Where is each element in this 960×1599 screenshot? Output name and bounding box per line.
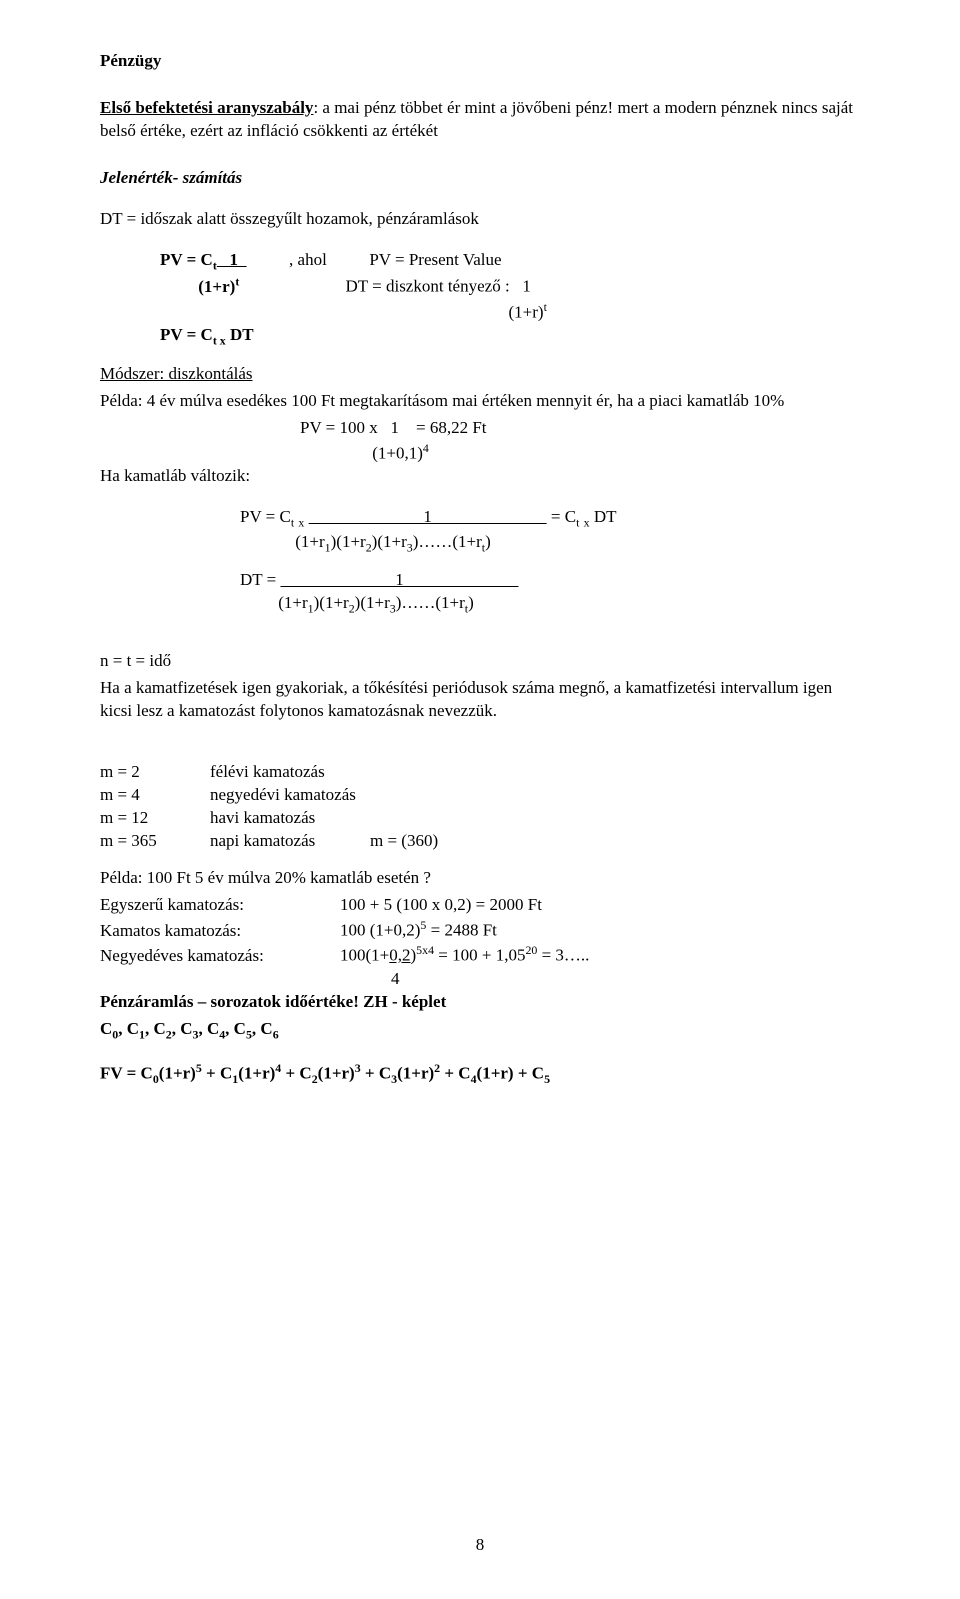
m-row-365: m = 365napi kamatozásm = (360) [100,830,860,853]
ha-kamatfiz-paragraph: Ha a kamatfizetések igen gyakoriak, a tő… [100,677,860,723]
fv-equation: FV = C0(1+r)5 + C1(1+r)4 + C2(1+r)3 + C3… [100,1060,860,1087]
m-row-4: m = 4negyedévi kamatozás [100,784,860,807]
egyszeru-row: Egyszerű kamatozás:100 + 5 (100 x 0,2) =… [100,894,860,917]
pvct-line1: PV = Ct x 1 = Ct x DT [240,506,860,530]
c-series: C0, C1, C2, C3, C4, C5, C6 [100,1018,860,1042]
pv-formula-line3: (1+r)t [160,299,860,325]
jelen-title: Jelenérték- számítás [100,167,860,190]
pv-formula-line2: (1+r)t DT = diszkont tényező : 1 [160,273,860,299]
page-number: 8 [0,1534,960,1557]
pvct-line2: (1+r1)(1+r2)(1+r3)……(1+rt) [240,531,860,555]
dt-fraction-block: DT = 1 (1+r1)(1+r2)(1+r3)……(1+rt) [240,569,860,616]
m-row-12: m = 12havi kamatozás [100,807,860,830]
pv100-line1: PV = 100 x 1 = 68,22 Ft [300,417,860,440]
rule-paragraph: Első befektetési aranyszabály: a mai pén… [100,97,860,143]
pv-ctdt: PV = Ct x DT [160,324,860,348]
pvct-fraction-block: PV = Ct x 1 = Ct x DT (1+r1)(1+r2)(1+r3)… [240,506,860,555]
pv100-block: PV = 100 x 1 = 68,22 Ft (1+0,1)4 [300,417,860,466]
document-page: Pénzügy Első befektetési aranyszabály: a… [0,0,960,1599]
pv100-line2: (1+0,1)4 [300,440,860,466]
ha-kamatlab: Ha kamatláb változik: [100,465,860,488]
dt-definition: DT = időszak alatt összegyűlt hozamok, p… [100,208,860,231]
pv-formula-line1: PV = Ct 1 , ahol PV = Present Value [160,249,860,273]
dt-line1: DT = 1 [240,569,860,592]
page-title: Pénzügy [100,50,860,73]
m-table: m = 2félévi kamatozás m = 4negyedévi kam… [100,761,860,853]
m-row-2: m = 2félévi kamatozás [100,761,860,784]
kamatos-row: Kamatos kamatozás:100 (1+0,2)5 = 2488 Ft [100,917,860,943]
example-1: Példa: 4 év múlva esedékes 100 Ft megtak… [100,390,860,413]
rule-bold: Első befektetési aranyszabály [100,98,313,117]
penzaramlas-title: Pénzáramlás – sorozatok időértéke! ZH - … [100,991,860,1014]
example-2: Példa: 100 Ft 5 év múlva 20% kamatláb es… [100,867,860,890]
negyed-row2: 4 [100,968,860,991]
negyed-row1: Negyedéves kamatozás:100(1+0,2)5x4 = 100… [100,942,860,968]
modszer-label: Módszer: diszkontálás [100,363,860,386]
pv-formula-block: PV = Ct 1 , ahol PV = Present Value (1+r… [160,249,860,349]
n-t-ido: n = t = idő [100,650,860,673]
dt-line2: (1+r1)(1+r2)(1+r3)……(1+rt) [240,592,860,616]
